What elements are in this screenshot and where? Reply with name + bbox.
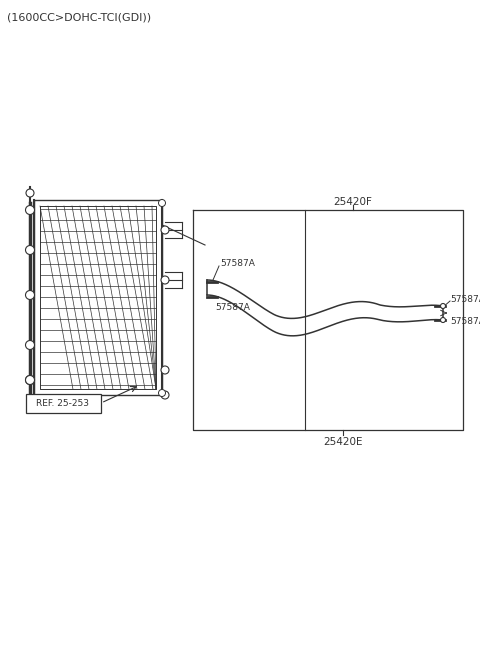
Text: REF. 25-253: REF. 25-253 bbox=[36, 398, 89, 407]
Circle shape bbox=[161, 226, 169, 234]
Circle shape bbox=[441, 318, 445, 322]
Text: 25420E: 25420E bbox=[323, 437, 363, 447]
Circle shape bbox=[441, 303, 445, 309]
Text: 57587A: 57587A bbox=[450, 318, 480, 326]
Circle shape bbox=[25, 291, 35, 299]
Circle shape bbox=[26, 189, 34, 197]
FancyBboxPatch shape bbox=[25, 394, 100, 413]
Circle shape bbox=[25, 246, 35, 255]
Circle shape bbox=[161, 366, 169, 374]
Circle shape bbox=[161, 276, 169, 284]
Circle shape bbox=[158, 200, 166, 206]
Text: (1600CC>DOHC-TCI(GDI)): (1600CC>DOHC-TCI(GDI)) bbox=[7, 12, 151, 22]
Text: 57587A: 57587A bbox=[220, 259, 255, 267]
Text: 57587A: 57587A bbox=[450, 295, 480, 305]
Circle shape bbox=[25, 341, 35, 350]
Circle shape bbox=[161, 391, 169, 399]
Text: 25420F: 25420F bbox=[334, 197, 372, 207]
Text: 57587A: 57587A bbox=[215, 303, 250, 312]
Circle shape bbox=[158, 390, 166, 396]
Circle shape bbox=[25, 375, 35, 384]
Circle shape bbox=[25, 375, 35, 384]
Circle shape bbox=[25, 206, 35, 214]
